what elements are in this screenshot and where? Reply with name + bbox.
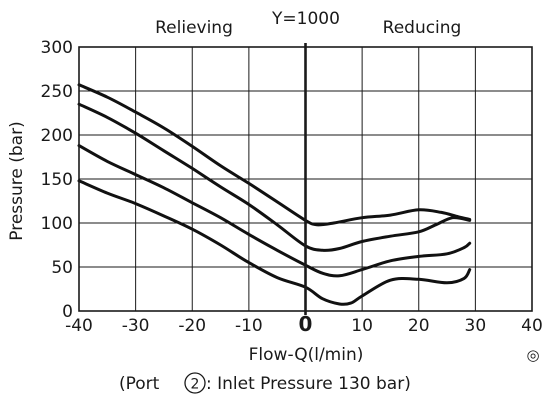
y-tick-labels: 0 50 100 150 200 250 300	[41, 38, 73, 322]
port-circle-icon	[184, 372, 206, 394]
chart-title: Y=1000	[271, 9, 340, 29]
x-tick-label: -20	[178, 316, 206, 336]
caption-suffix: : Inlet Pressure 130 bar)	[206, 374, 411, 394]
caption: (Port 2 : Inlet Pressure 130 bar)	[119, 372, 411, 394]
x-tick-label: 10	[351, 316, 373, 336]
relieving-label: Relieving	[155, 18, 233, 38]
x-tick-label: 0	[299, 312, 313, 336]
series-line-2	[77, 102, 472, 252]
y-axis-label: Pressure (bar)	[7, 121, 27, 240]
x-tick-label: 40	[521, 316, 543, 336]
x-tick-label: 20	[408, 316, 430, 336]
y-tick-label: 150	[41, 170, 73, 190]
y-tick-label: 50	[51, 258, 73, 278]
x-tick-label: -30	[122, 316, 150, 336]
x-axis-label: Flow-Q(l/min)	[249, 345, 364, 365]
series-line-4	[77, 179, 472, 306]
y-tick-label: 100	[41, 214, 73, 234]
caption-prefix: (Port	[119, 374, 160, 394]
curves	[77, 83, 472, 306]
x-tick-labels: -40 -30 -20 -10 0 10 20 30 40	[65, 312, 543, 336]
y-tick-label: 250	[41, 82, 73, 102]
x-tick-label: 30	[465, 316, 487, 336]
x-tick-label: -40	[65, 316, 93, 336]
caption-port-number: 2	[191, 377, 200, 393]
y-tick-label: 0	[62, 302, 73, 322]
corner-mark: ◎	[526, 346, 539, 364]
y-tick-label: 300	[41, 38, 73, 58]
reducing-label: Reducing	[383, 18, 462, 38]
x-tick-label: -10	[235, 316, 263, 336]
y-tick-label: 200	[41, 126, 73, 146]
